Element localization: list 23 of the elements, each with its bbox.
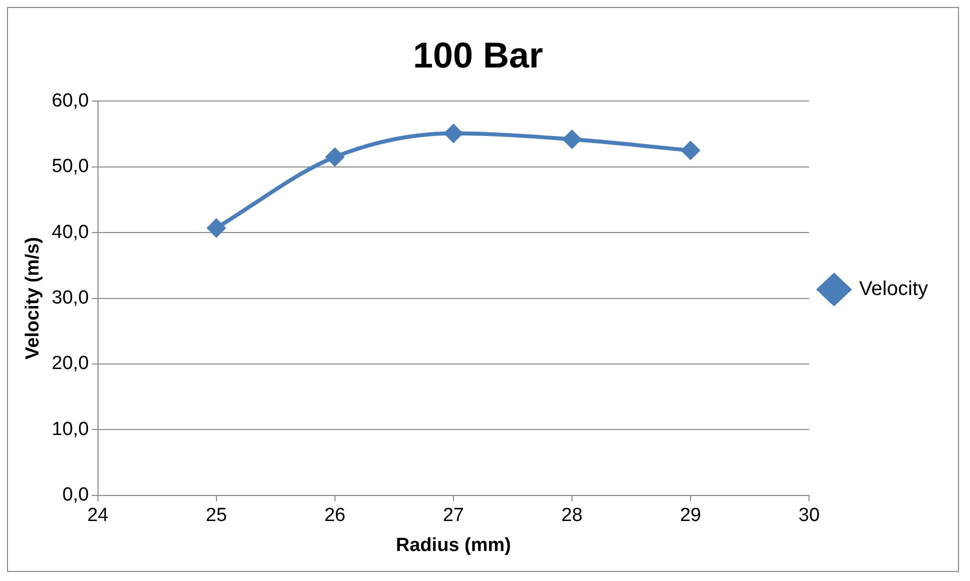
x-tick-label: 28 [561,505,583,526]
point [444,124,462,142]
point [326,148,344,166]
y-tick-label: 40,0 [52,222,89,243]
x-tick-label: 29 [680,505,702,526]
y-tick-label: 0,0 [62,484,89,506]
y-tick-label: 10,0 [52,418,89,440]
y-axis-title: Velocity (m/s) [22,237,44,360]
point [207,219,226,237]
point [562,130,581,148]
x-tick-label: 24 [87,505,109,526]
y-tick-label: 60,0 [52,90,89,112]
x-tick-label: 25 [206,505,227,526]
x-tick-label: 27 [442,505,464,526]
point [682,141,700,160]
chart-title: 100 Bar [412,34,544,76]
x-tick-label: 26 [324,505,346,526]
y-tick-label: 50,0 [52,156,89,178]
legend-label: Velocity [859,278,928,300]
x-tick-label: 30 [798,505,820,526]
x-axis-title: Radius (mm) [396,534,511,556]
y-tick-label: 30,0 [52,288,89,309]
y-tick-label: 20,0 [52,353,89,374]
